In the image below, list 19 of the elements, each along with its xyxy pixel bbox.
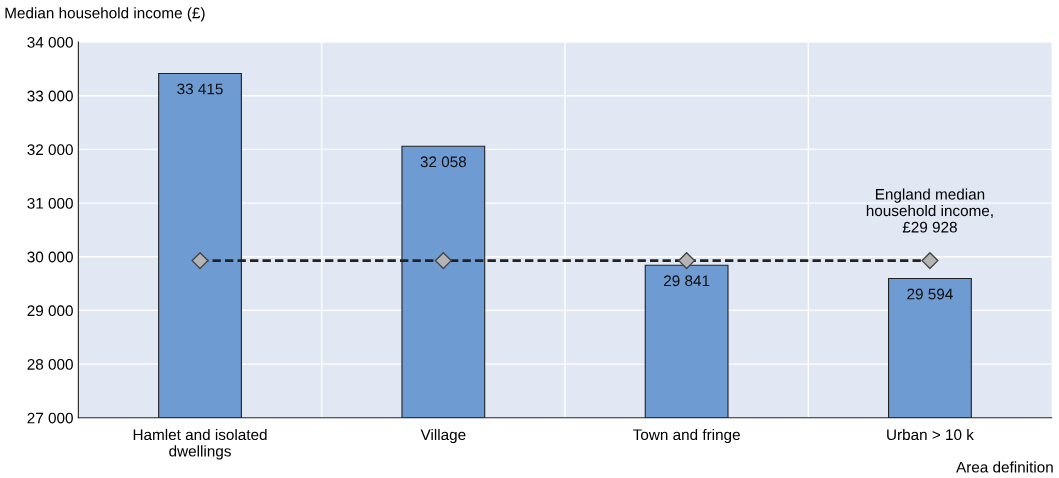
y-tick-label: 28 000 <box>27 358 73 370</box>
data-label: 29 594 <box>907 288 953 300</box>
x-tick-label: Village <box>420 428 466 444</box>
y-tick-label: 30 000 <box>27 251 73 263</box>
y-tick-label: 27 000 <box>27 412 73 424</box>
data-label: 29 841 <box>664 275 710 287</box>
x-axis-title: Area definition <box>956 461 1053 473</box>
x-tick-label: Hamlet and isolated dwellings <box>133 428 267 460</box>
annotation: England median household income, £29 928 <box>866 188 993 233</box>
data-label: 33 415 <box>177 83 223 95</box>
data-label: 32 058 <box>420 156 467 168</box>
y-tick-label: 31 000 <box>27 197 73 209</box>
y-tick-label: 34 000 <box>27 36 73 48</box>
y-tick-label: 32 000 <box>27 144 73 156</box>
y-tick-label: 33 000 <box>27 90 73 102</box>
y-tick-label: 29 000 <box>27 305 73 317</box>
x-tick-label: Urban > 10 k <box>887 428 974 441</box>
y-axis-title: Median household income (£) <box>5 7 205 22</box>
x-tick-label: Town and fringe <box>633 428 740 444</box>
